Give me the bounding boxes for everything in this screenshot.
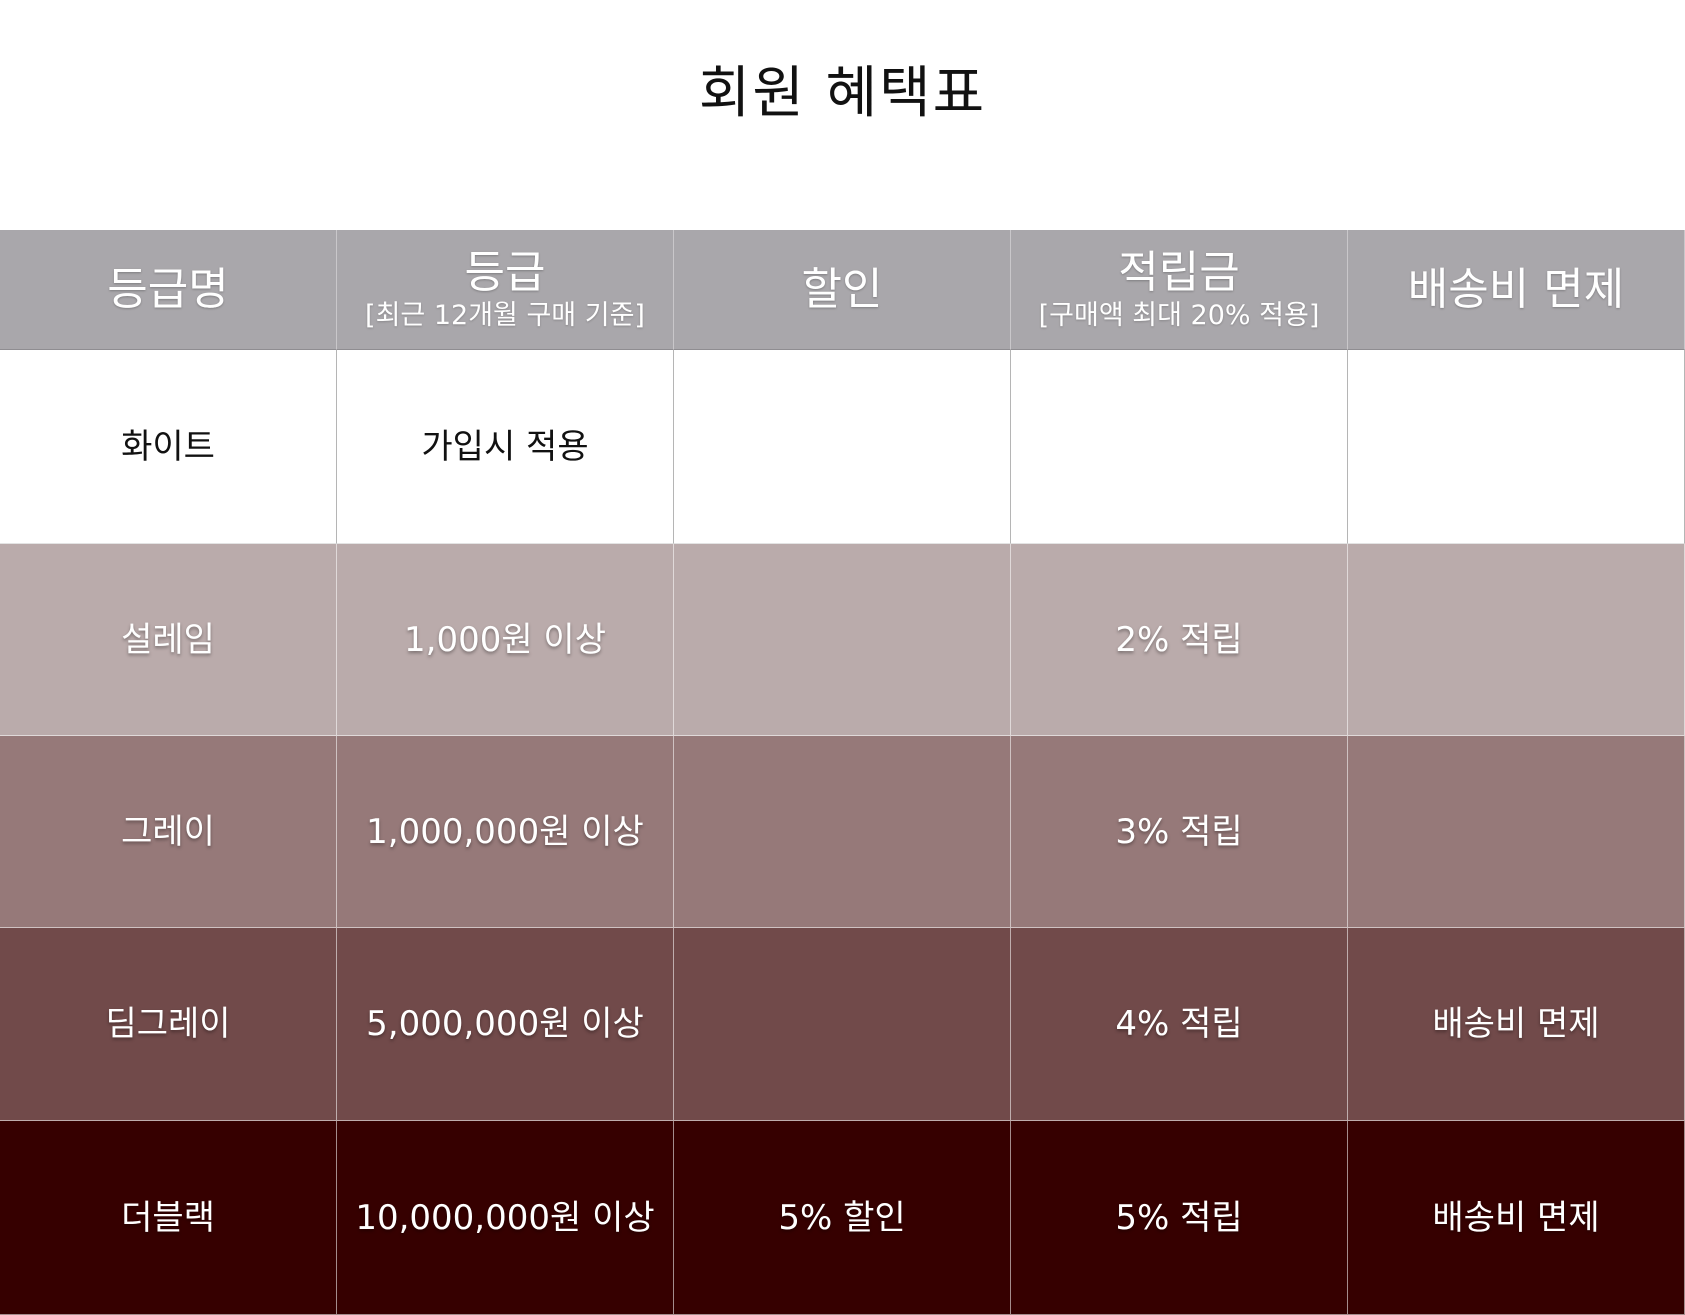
row-seolleim-tier: 1,000원 이상 [337,544,674,736]
row-theblack-discount: 5% 할인 [674,1121,1011,1315]
row-white-name: 화이트 [0,350,337,544]
header-grade-label: 등급 [464,246,546,298]
row-white-tier: 가입시 적용 [337,350,674,544]
row-white-points [1011,350,1348,544]
page-title: 회원 혜택표 [698,61,987,126]
row-dimgray-discount [674,928,1011,1121]
grade-name: 더블랙 [121,1197,215,1238]
grade-shipping: 배송비 면제 [1432,1197,1600,1238]
header-grade-name-label: 등급명 [107,263,229,315]
row-white-discount [674,350,1011,544]
row-white-shipping [1348,350,1685,544]
header-shipping-label: 배송비 면제 [1407,263,1625,315]
grade-points: 3% 적립 [1115,811,1243,852]
header-points: 적립금 [구매액 최대 20% 적용] [1011,230,1348,350]
grade-shipping: 배송비 면제 [1432,1004,1600,1044]
grade-tier: 1,000,000원 이상 [366,811,644,852]
grade-name: 딤그레이 [105,1004,231,1044]
header-grade-name: 등급명 [0,230,337,350]
grade-tier: 5,000,000원 이상 [366,1004,644,1044]
row-dimgray-name: 딤그레이 [0,928,337,1121]
row-dimgray-tier: 5,000,000원 이상 [337,928,674,1121]
header-discount: 할인 [674,230,1011,350]
grade-points: 5% 적립 [1115,1197,1243,1238]
row-gray-name: 그레이 [0,736,337,928]
row-seolleim-name: 설레임 [0,544,337,736]
header-points-sublabel: [구매액 최대 20% 적용] [1038,299,1320,331]
grade-tier: 1,000원 이상 [404,619,606,660]
grade-name: 그레이 [121,811,215,852]
row-dimgray-points: 4% 적립 [1011,928,1348,1121]
header-grade-sublabel: [최근 12개월 구매 기준] [365,299,645,331]
grade-tier: 10,000,000원 이상 [355,1197,655,1238]
row-gray-shipping [1348,736,1685,928]
row-gray-points: 3% 적립 [1011,736,1348,928]
row-dimgray-shipping: 배송비 면제 [1348,928,1685,1121]
grade-name: 화이트 [121,426,215,467]
grade-points: 4% 적립 [1115,1004,1243,1044]
grade-discount: 5% 할인 [778,1197,906,1238]
row-seolleim-shipping [1348,544,1685,736]
header-grade: 등급 [최근 12개월 구매 기준] [337,230,674,350]
row-theblack-shipping: 배송비 면제 [1348,1121,1685,1315]
row-theblack-name: 더블랙 [0,1121,337,1315]
row-gray-tier: 1,000,000원 이상 [337,736,674,928]
row-seolleim-points: 2% 적립 [1011,544,1348,736]
row-theblack-points: 5% 적립 [1011,1121,1348,1315]
grade-points: 2% 적립 [1115,619,1243,660]
row-seolleim-discount [674,544,1011,736]
row-theblack-tier: 10,000,000원 이상 [337,1121,674,1315]
grade-tier: 가입시 적용 [421,426,589,467]
benefits-table: 등급명 등급 [최근 12개월 구매 기준] 할인 적립금 [구매액 최대 20… [0,230,1685,1315]
grade-name: 설레임 [121,619,215,660]
header-shipping: 배송비 면제 [1348,230,1685,350]
header-points-label: 적립금 [1118,246,1240,298]
header-discount-label: 할인 [801,263,883,315]
row-gray-discount [674,736,1011,928]
